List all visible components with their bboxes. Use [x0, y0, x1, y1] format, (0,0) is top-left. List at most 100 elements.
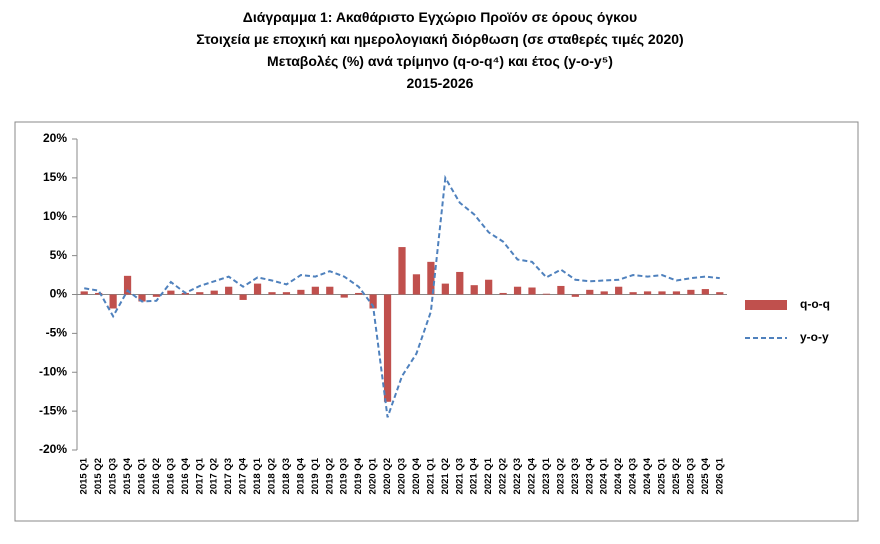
bar: [441, 283, 449, 295]
bar: [355, 292, 363, 295]
bar: [196, 292, 204, 295]
x-tick-label: 2015 Q3: [108, 458, 119, 494]
x-tick-label: 2018 Q3: [281, 458, 292, 494]
bar: [629, 292, 637, 295]
bar: [383, 294, 392, 402]
bar: [225, 286, 233, 295]
y-tick-label: 20%: [43, 131, 67, 145]
y-tick-label: -5%: [46, 326, 68, 340]
x-tick-label: 2022 Q4: [527, 457, 538, 494]
bar: [253, 283, 262, 295]
x-tick-label: 2023 Q4: [584, 457, 595, 494]
x-tick-label: 2019 Q4: [353, 457, 364, 494]
x-tick-label: 2023 Q2: [555, 458, 566, 494]
x-tick-label: 2016 Q3: [165, 458, 176, 494]
x-tick-label: 2023 Q3: [570, 458, 581, 494]
bar: [138, 294, 146, 302]
x-tick-label: 2025 Q4: [700, 457, 711, 494]
x-tick-label: 2020 Q4: [411, 457, 422, 494]
x-tick-label: 2025 Q3: [685, 458, 696, 494]
bar: [456, 271, 464, 295]
x-tick-label: 2024 Q3: [628, 458, 639, 494]
bar: [398, 247, 406, 295]
x-tick-label: 2018 Q4: [295, 457, 306, 494]
bar: [123, 275, 132, 295]
bar: [528, 287, 536, 295]
x-tick-label: 2024 Q2: [613, 458, 624, 494]
x-tick-label: 2024 Q4: [642, 457, 653, 494]
x-tick-label: 2020 Q3: [397, 458, 408, 494]
x-tick-label: 2022 Q2: [498, 458, 509, 494]
bar: [210, 290, 218, 295]
y-tick-label: 5%: [50, 248, 68, 262]
x-tick-label: 2019 Q3: [339, 458, 350, 494]
bar: [95, 292, 103, 295]
y-tick-label: -20%: [39, 442, 67, 456]
chart-subtitle: Στοιχεία με εποχική και ημερολογιακή διό…: [196, 31, 683, 47]
bar: [167, 290, 175, 295]
bar: [701, 289, 709, 295]
bar: [268, 292, 276, 295]
x-tick-label: 2026 Q1: [714, 457, 725, 494]
legend-swatch: [745, 300, 787, 310]
chart-frame: [14, 121, 859, 522]
x-tick-label: 2016 Q4: [180, 457, 191, 494]
chart-subtitle: 2015-2026: [407, 75, 474, 91]
x-tick-label: 2019 Q2: [324, 458, 335, 494]
x-tick-label: 2018 Q2: [267, 458, 278, 494]
bar: [687, 289, 695, 295]
chart-subtitle: Μεταβολές (%) ανά τρίμηνο (q-o-q⁴) και έ…: [267, 53, 613, 69]
x-tick-label: 2018 Q1: [252, 457, 263, 494]
legend-label: y-o-y: [800, 330, 829, 344]
legend-label: q-o-q: [800, 297, 830, 311]
bar: [672, 291, 681, 295]
bar: [80, 291, 88, 295]
x-tick-label: 2017 Q4: [238, 457, 249, 494]
y-tick-label: -15%: [39, 403, 67, 417]
line: [84, 174, 720, 418]
bar: [239, 294, 247, 300]
bar: [658, 291, 666, 295]
bar: [297, 289, 305, 295]
x-tick-label: 2015 Q1: [79, 457, 90, 494]
bar: [513, 286, 522, 295]
x-tick-label: 2023 Q1: [541, 457, 552, 494]
bar: [542, 293, 551, 295]
x-tick-label: 2022 Q3: [512, 458, 523, 494]
x-tick-label: 2025 Q2: [671, 458, 682, 494]
x-tick-label: 2022 Q1: [483, 457, 494, 494]
x-tick-label: 2019 Q1: [310, 457, 321, 494]
x-tick-label: 2025 Q1: [657, 457, 668, 494]
bar: [369, 294, 377, 309]
x-tick-label: 2021 Q4: [469, 457, 480, 494]
bar: [109, 294, 117, 309]
x-tick-label: 2015 Q4: [122, 457, 133, 494]
y-tick-label: 15%: [43, 170, 67, 184]
x-tick-label: 2021 Q1: [425, 457, 436, 494]
y-tick-label: -10%: [39, 364, 67, 378]
x-tick-label: 2015 Q2: [93, 458, 104, 494]
bar: [571, 294, 579, 297]
x-tick-label: 2016 Q2: [151, 458, 162, 494]
bar: [311, 286, 319, 295]
bar: [340, 294, 348, 298]
bar: [427, 261, 435, 295]
bar: [485, 279, 493, 295]
bar: [499, 292, 507, 295]
x-tick-label: 2017 Q1: [194, 457, 205, 494]
bar: [152, 294, 161, 297]
bar: [557, 285, 565, 295]
x-tick-label: 2020 Q1: [368, 457, 379, 494]
bar: [643, 291, 652, 295]
x-tick-label: 2021 Q3: [454, 458, 465, 494]
bar: [615, 286, 623, 295]
chart-title: Διάγραμμα 1: Ακαθάριστο Εγχώριο Προϊόν σ…: [243, 9, 637, 25]
x-tick-label: 2020 Q2: [382, 458, 393, 494]
x-tick-label: 2016 Q1: [137, 457, 148, 494]
bar: [282, 292, 291, 295]
bar: [586, 289, 594, 295]
x-tick-label: 2021 Q2: [440, 458, 451, 494]
bar: [412, 274, 421, 295]
y-tick-label: 0%: [50, 287, 68, 301]
